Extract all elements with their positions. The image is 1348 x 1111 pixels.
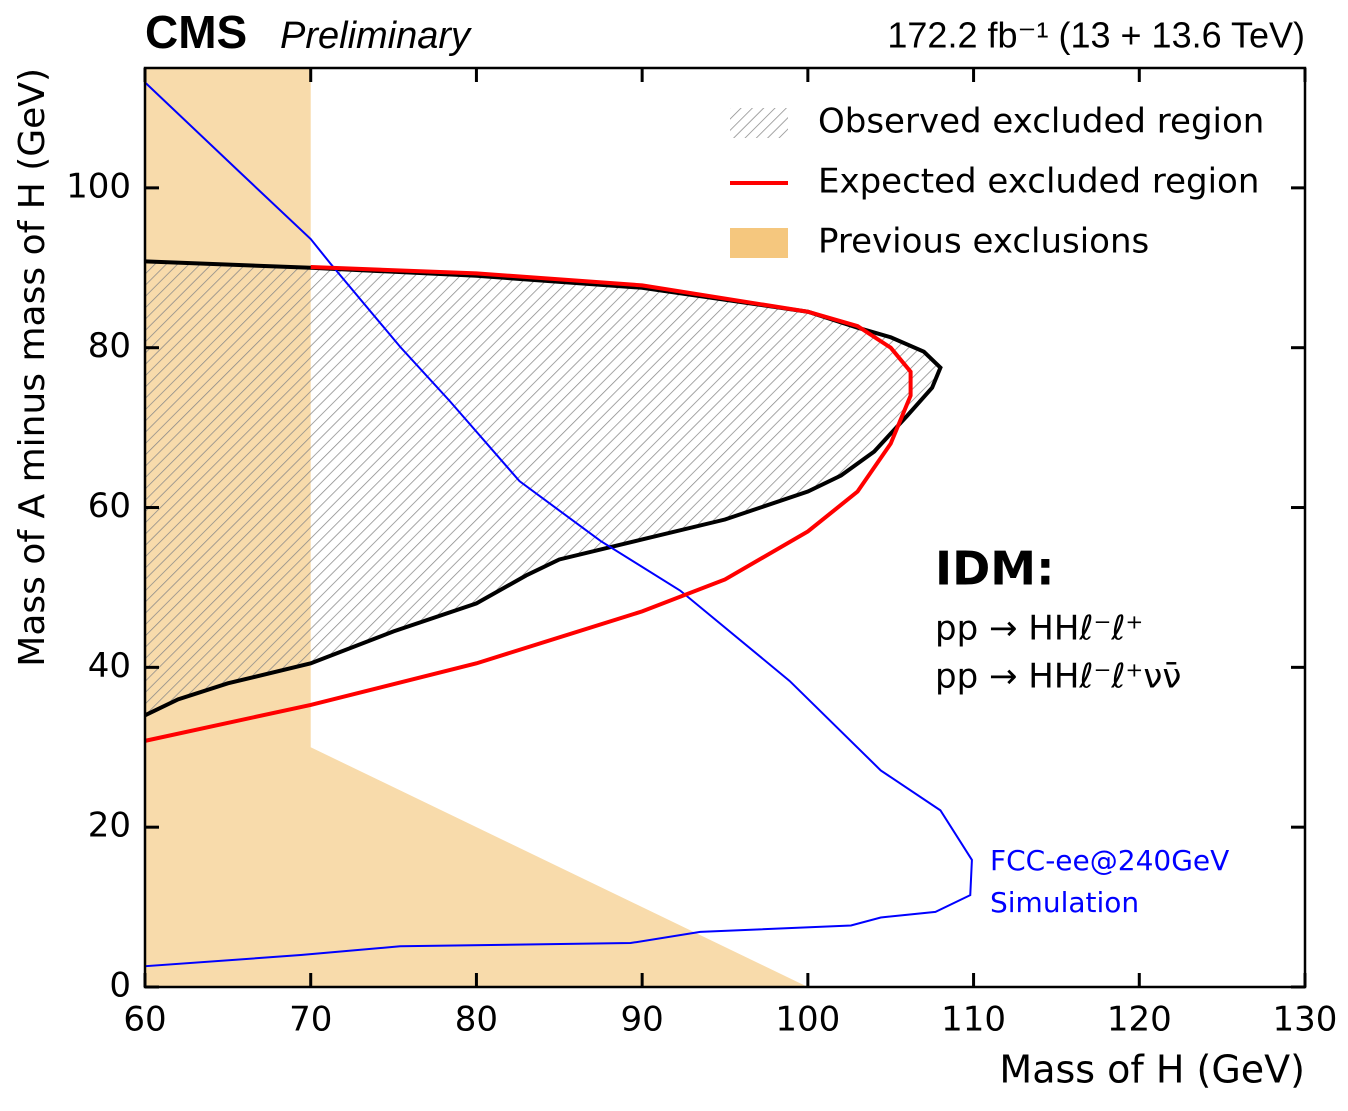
annotation: pp → HHℓ⁻ℓ⁺νν̄ <box>935 657 1181 697</box>
projection-contour <box>144 80 973 968</box>
x-tick-label: 70 <box>289 1000 332 1040</box>
y-tick-label: 20 <box>88 806 131 846</box>
x-tick-label: 120 <box>1107 1000 1172 1040</box>
legend-label: Observed excluded region <box>818 102 1264 142</box>
plot-frame <box>143 66 1307 989</box>
observed-contour <box>144 259 943 718</box>
y-tick-label: 60 <box>88 486 131 526</box>
luminosity: 172.2 fb⁻¹ (13 + 13.6 TeV) <box>887 15 1305 56</box>
x-tick-label: 80 <box>455 1000 498 1040</box>
annotation: IDM: <box>935 542 1054 596</box>
x-tick-label: 100 <box>775 1000 840 1040</box>
y-tick-label: 100 <box>66 166 131 206</box>
y-tick-label: 40 <box>88 646 131 686</box>
annotation: pp → HHℓ⁻ℓ⁺ <box>935 609 1143 649</box>
expected-contour <box>144 264 913 743</box>
legend-label: Previous exclusions <box>818 222 1149 262</box>
x-tick-label: 90 <box>621 1000 664 1040</box>
experiment: CMS <box>145 6 247 58</box>
plot-area <box>144 68 973 987</box>
x-tick-label: 110 <box>941 1000 1006 1040</box>
x-tick-label: 60 <box>123 1000 166 1040</box>
legend-swatch <box>730 108 788 138</box>
x-tick-label: 130 <box>1273 1000 1338 1040</box>
legend-swatch <box>730 228 788 258</box>
annotation: Simulation <box>990 886 1139 919</box>
y-axis-label: Mass of A minus mass of H (GeV) <box>12 68 53 667</box>
y-tick-label: 0 <box>109 966 131 1006</box>
legend-label: Expected excluded region <box>818 162 1259 202</box>
x-axis-label: Mass of H (GeV) <box>999 1048 1305 1092</box>
y-tick-label: 80 <box>88 326 131 366</box>
annotation: FCC-ee@240GeV <box>990 844 1229 877</box>
status: Preliminary <box>280 15 472 57</box>
